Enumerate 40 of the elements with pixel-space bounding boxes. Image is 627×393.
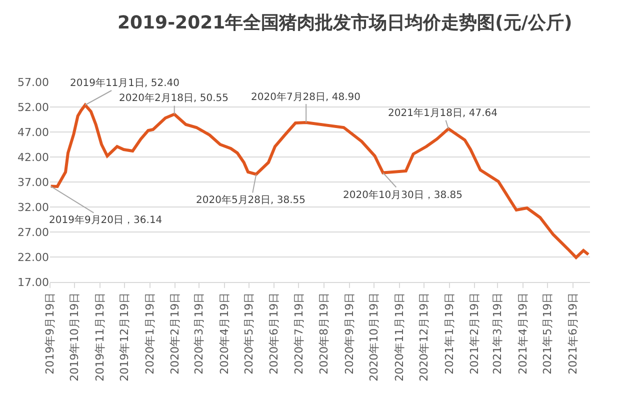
y-tick-label: 57.00 bbox=[18, 76, 49, 89]
line-series bbox=[50, 104, 590, 259]
x-tick-label: 2019年12月19日 bbox=[118, 292, 132, 382]
x-tick-label: 2019年10月19日 bbox=[68, 292, 82, 382]
y-tick-label: 32.00 bbox=[18, 200, 49, 214]
x-tick-label: 2020年4月19日 bbox=[218, 292, 231, 374]
x-tick-label: 2020年5月19日 bbox=[242, 292, 256, 374]
x-tick-label: 2019年11月19日 bbox=[93, 292, 106, 382]
y-tick-label: 22.00 bbox=[18, 250, 49, 264]
x-tick-label: 2020年2月19日 bbox=[168, 292, 182, 374]
y-tick-label: 47.00 bbox=[18, 126, 49, 139]
annotation: 2020年5月28日, 38.55 bbox=[196, 194, 306, 206]
x-tick-label: 2021年2月19日 bbox=[468, 292, 482, 374]
x-tick-label: 2020年8月19日 bbox=[318, 292, 331, 374]
x-tick-label: 2021年3月19日 bbox=[491, 292, 504, 374]
annotation: 2019年9月20日，36.14 bbox=[49, 214, 162, 226]
x-tick-label: 2020年6月19日 bbox=[268, 292, 281, 374]
x-tick-label: 2020年3月19日 bbox=[192, 292, 206, 374]
x-tick-label: 2021年1月19日 bbox=[442, 292, 456, 374]
y-tick-label: 27.00 bbox=[18, 226, 49, 239]
annotation: 2021年1月18日, 47.64 bbox=[388, 107, 498, 119]
x-tick-label: 2019年9月19日 bbox=[44, 292, 57, 374]
annotation: 2020年2月18日, 50.55 bbox=[119, 92, 229, 104]
annotation: 2020年7月28日, 48.90 bbox=[251, 91, 361, 103]
x-tick-label: 2020年7月19日 bbox=[292, 292, 306, 374]
x-tick-label: 2021年4月19日 bbox=[516, 292, 530, 374]
y-tick-label: 17.00 bbox=[18, 276, 49, 289]
x-tick-label: 2020年11月19日 bbox=[392, 292, 406, 382]
x-tick-label: 2020年9月19日 bbox=[343, 292, 356, 374]
x-tick-label: 2021年6月19日 bbox=[566, 292, 580, 374]
x-tick-label: 2021年5月19日 bbox=[541, 292, 554, 374]
x-tick-label: 2020年12月19日 bbox=[417, 292, 430, 382]
chart-title: 2019-2021年全国猪肉批发市场日均价走势图(元/公斤) bbox=[118, 12, 572, 34]
y-tick-label: 52.00 bbox=[18, 100, 49, 114]
y-tick-label: 42.00 bbox=[18, 150, 49, 164]
y-tick-label: 37.00 bbox=[18, 176, 49, 189]
x-tick-label: 2020年10月19日 bbox=[368, 292, 381, 382]
x-tick-label: 2020年1月19日 bbox=[143, 292, 156, 374]
annotation: 2020年10月30日，38.85 bbox=[343, 189, 463, 201]
annotation: 2019年11月1日, 52.40 bbox=[70, 77, 180, 89]
